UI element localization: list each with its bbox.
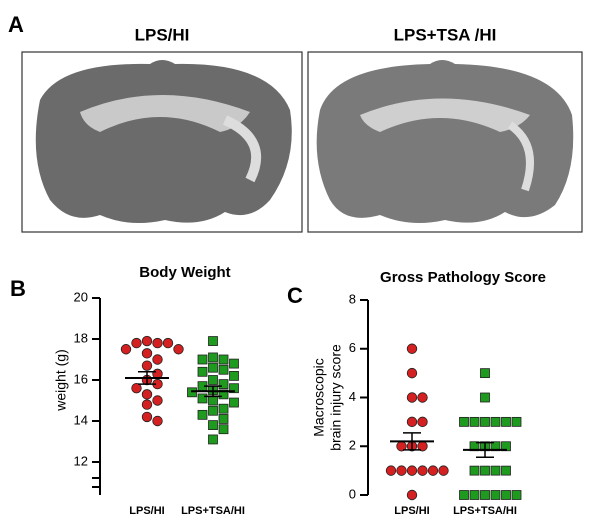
y-axis-label: Macroscopic — [311, 358, 327, 437]
y-tick-label: 18 — [74, 330, 88, 345]
data-point — [406, 489, 418, 501]
y-tick-label: 8 — [349, 291, 356, 306]
image-title: LPS/HI — [135, 25, 190, 44]
y-tick-label: 6 — [349, 340, 356, 355]
data-point — [417, 416, 428, 428]
data-point — [406, 465, 418, 476]
x-tick-label: LPS/HI — [129, 505, 164, 517]
data-point — [417, 392, 428, 403]
data-point — [141, 348, 153, 359]
data-point — [469, 416, 480, 427]
data-point — [229, 370, 239, 381]
y-tick-label: 12 — [74, 453, 88, 468]
data-point — [208, 352, 218, 363]
panel-label: C — [287, 283, 303, 308]
data-point — [480, 490, 490, 500]
data-point — [197, 409, 208, 420]
data-point — [152, 395, 163, 406]
y-tick-label: 2 — [349, 438, 356, 453]
y-tick-label: 0 — [349, 486, 356, 501]
y-tick-label: 4 — [349, 389, 356, 404]
data-point — [511, 490, 522, 500]
axis-break — [92, 470, 101, 495]
data-point — [469, 465, 480, 476]
data-point — [385, 465, 397, 476]
brain-image — [307, 51, 583, 233]
data-point — [229, 383, 239, 394]
data-point — [141, 411, 153, 423]
brain-image — [21, 51, 303, 233]
data-point — [490, 465, 501, 476]
data-point — [218, 379, 229, 390]
data-point — [417, 465, 428, 476]
data-point — [229, 397, 239, 408]
data-point — [218, 364, 229, 375]
data-point — [406, 367, 418, 379]
data-point — [173, 344, 184, 355]
data-point — [218, 389, 229, 400]
y-tick-label: 16 — [74, 371, 88, 386]
data-point — [218, 414, 229, 424]
data-point — [218, 424, 229, 435]
data-point — [501, 465, 511, 476]
data-point — [152, 415, 163, 427]
chart-title: Body Weight — [139, 264, 230, 281]
data-point — [406, 416, 418, 428]
data-point — [406, 392, 418, 403]
data-point — [438, 465, 449, 476]
data-point — [208, 405, 218, 416]
x-tick-label: LPS+TSA/HI — [453, 505, 517, 517]
data-point — [406, 343, 418, 354]
y-tick-label: 20 — [74, 289, 88, 304]
data-point — [141, 335, 153, 347]
data-point — [469, 490, 480, 500]
x-tick-label: LPS/HI — [394, 505, 429, 517]
y-tick-label: 14 — [74, 412, 88, 427]
data-point — [208, 375, 218, 385]
data-point — [490, 490, 501, 500]
data-point — [131, 383, 142, 394]
data-point — [229, 358, 239, 369]
data-point — [208, 395, 218, 406]
data-point — [197, 354, 208, 365]
data-point — [120, 344, 132, 355]
data-point — [141, 389, 153, 400]
image-title: LPS+TSA /HI — [394, 25, 497, 44]
chart-title: Gross Pathology Score — [380, 269, 546, 286]
y-axis-label: brain injury score — [328, 344, 344, 451]
data-point — [197, 366, 208, 377]
data-point — [152, 337, 163, 349]
data-point — [501, 416, 511, 427]
data-point — [187, 387, 197, 398]
data-point — [208, 336, 218, 346]
data-point — [396, 465, 407, 476]
data-point — [131, 337, 142, 349]
data-point — [459, 416, 469, 427]
data-point — [511, 416, 522, 427]
data-point — [208, 434, 218, 445]
data-point — [152, 354, 163, 365]
data-point — [208, 420, 218, 431]
data-point — [141, 360, 153, 371]
data-point — [208, 362, 218, 373]
data-point — [480, 416, 490, 427]
data-point — [459, 490, 469, 500]
data-point — [197, 393, 208, 404]
data-point — [480, 465, 490, 476]
y-axis-label: weight (g) — [53, 349, 69, 411]
x-tick-label: LPS+TSA/HI — [181, 505, 245, 517]
data-point — [480, 368, 490, 379]
data-point — [218, 354, 229, 365]
data-point — [490, 416, 501, 427]
data-point — [162, 337, 174, 349]
data-point — [427, 465, 439, 476]
data-point — [501, 490, 511, 500]
panel-label: A — [8, 12, 24, 37]
data-point — [141, 399, 153, 410]
data-point — [480, 392, 490, 403]
panel-label: B — [10, 276, 26, 301]
data-point — [218, 403, 229, 414]
